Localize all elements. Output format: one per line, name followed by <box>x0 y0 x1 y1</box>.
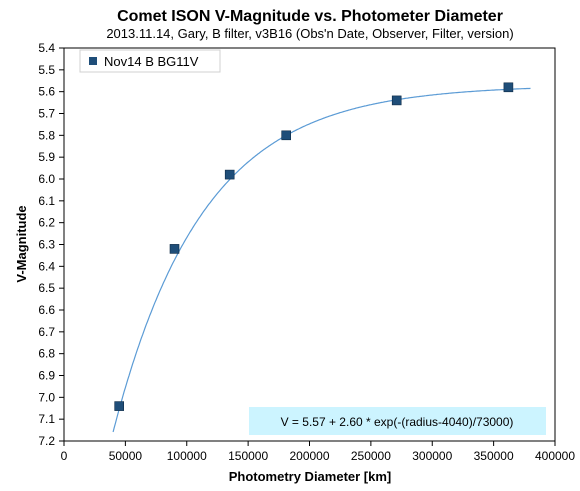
y-tick-label: 6.0 <box>38 172 55 186</box>
y-axis-ticks: 5.4 5.5 5.6 5.7 5.8 5.9 6.0 6.1 6.2 6.3 6.4 6.5 6.6 6… <box>38 41 64 448</box>
formula-box <box>249 407 546 435</box>
y-tick-label: 5.5 <box>38 63 55 77</box>
y-tick-label: 7.1 <box>38 412 55 426</box>
x-tick-label: 250000 <box>351 449 391 463</box>
y-tick-label: 6.9 <box>38 369 55 383</box>
data-point <box>391 95 402 106</box>
formula-text: V = 5.57 + 2.60 * exp(-(radius-4040)/730… <box>281 415 514 429</box>
formula-annotation: V = 5.57 + 2.60 * exp(-(radius-4040)/730… <box>249 407 546 435</box>
x-tick-label: 50000 <box>109 449 143 463</box>
x-tick-label: 0 <box>61 449 68 463</box>
y-tick-label: 5.4 <box>38 41 55 55</box>
y-tick-label: 6.8 <box>38 347 55 361</box>
x-axis-label: Photometry Diameter [km] <box>229 469 392 484</box>
x-tick-label: 100000 <box>167 449 207 463</box>
legend: Nov14 B BG11V <box>79 49 221 73</box>
chart-title: Comet ISON V-Magnitude vs. Photometer Di… <box>117 8 503 25</box>
plot-area <box>63 47 556 442</box>
x-tick-label: 300000 <box>412 449 452 463</box>
y-tick-label: 5.8 <box>38 128 55 142</box>
y-tick-label: 6.5 <box>38 281 55 295</box>
data-points <box>114 82 514 411</box>
y-tick-label: 6.6 <box>38 303 55 317</box>
x-axis-ticks: 0 50000 100000 150000 200000 250000 300000 3500… <box>61 441 575 463</box>
y-tick-label: 5.7 <box>38 107 55 121</box>
x-tick-label: 200000 <box>289 449 329 463</box>
y-tick-label: 6.7 <box>38 325 55 339</box>
y-tick-label: 6.4 <box>38 259 55 273</box>
x-tick-label: 350000 <box>474 449 514 463</box>
data-point <box>281 130 292 141</box>
data-point <box>224 169 235 180</box>
fit-curve <box>112 87 531 433</box>
legend-marker <box>89 57 97 65</box>
y-tick-label: 6.3 <box>38 238 55 252</box>
legend-label: Nov14 B BG11V <box>104 54 199 69</box>
chart-subtitle: 2013.11.14, Gary, B filter, v3B16 (Obs'n… <box>106 26 513 41</box>
x-tick-label: 150000 <box>228 449 268 463</box>
y-tick-label: 5.6 <box>38 85 55 99</box>
x-tick-label: 400000 <box>535 449 575 463</box>
data-point <box>169 244 180 254</box>
y-axis-label: V-Magnitude <box>14 205 29 282</box>
y-tick-label: 7.0 <box>38 390 55 404</box>
data-point <box>503 82 514 93</box>
y-tick-label: 5.9 <box>38 150 55 164</box>
y-tick-label: 7.2 <box>38 434 55 448</box>
data-point <box>114 401 124 411</box>
y-tick-label: 6.1 <box>38 194 55 208</box>
legend-box <box>79 49 221 73</box>
y-tick-label: 6.2 <box>38 216 55 230</box>
